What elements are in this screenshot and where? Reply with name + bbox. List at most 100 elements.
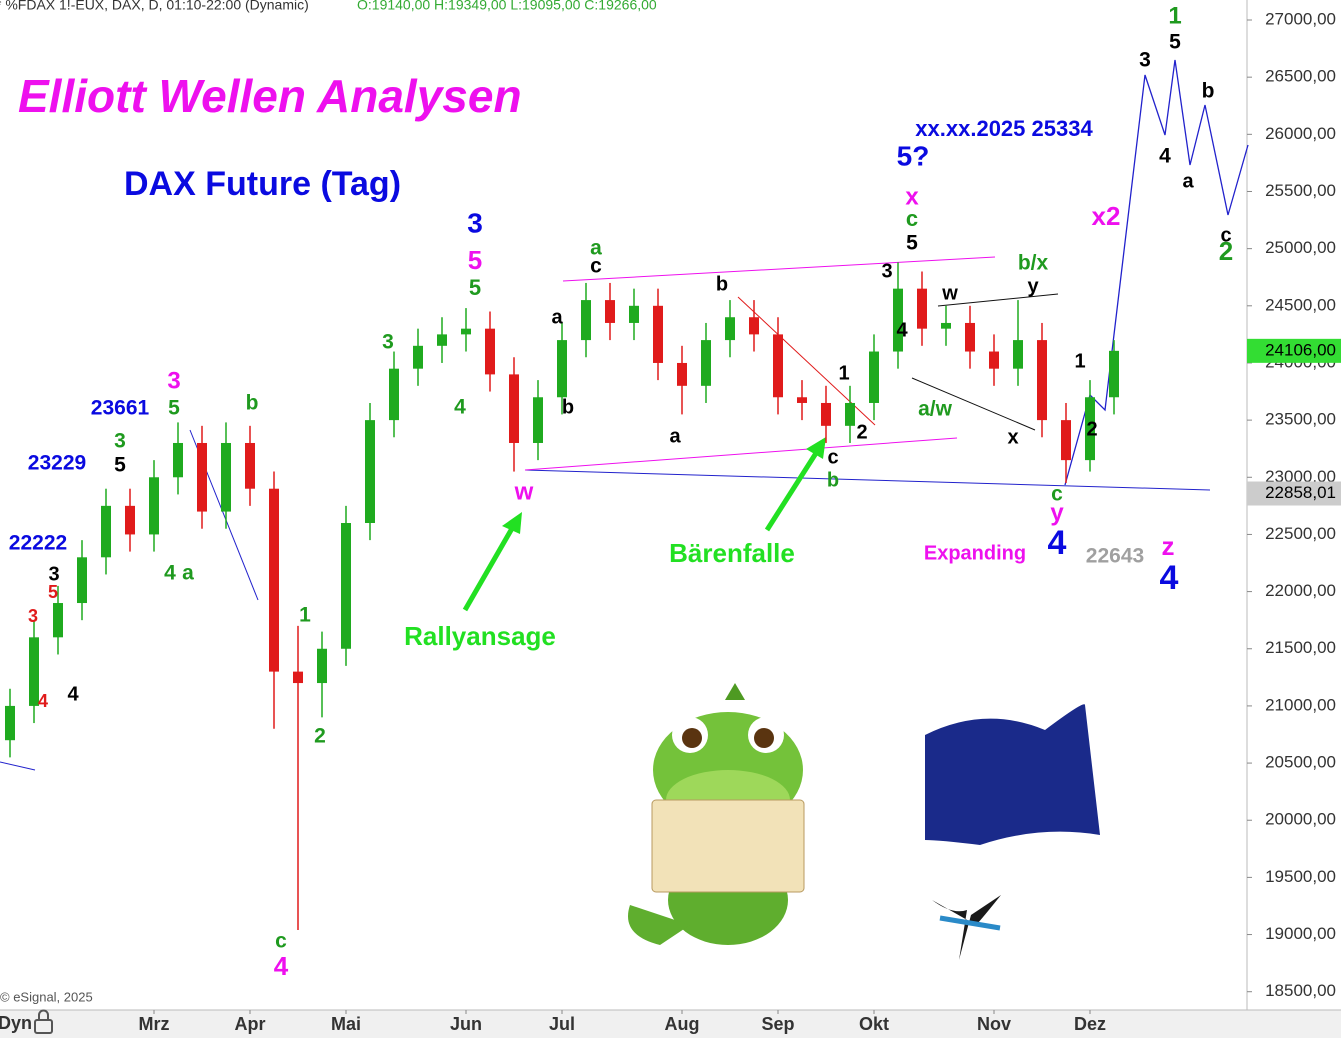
candle-body — [581, 300, 591, 341]
y-tick-label: 23500,00 — [1265, 410, 1336, 429]
wave-label: 2 — [856, 421, 867, 443]
wave-label: 5 — [1169, 31, 1181, 54]
price-tag — [1247, 481, 1341, 506]
candle-body — [29, 637, 39, 706]
wave-label: 2 — [314, 725, 326, 748]
sign — [651, 799, 805, 893]
wave-label: w — [941, 282, 958, 304]
trend-line — [0, 761, 36, 771]
arrow-head — [502, 512, 522, 534]
wave-label: 4 — [896, 319, 908, 341]
candle-body — [53, 603, 63, 638]
lock-icon — [34, 1009, 53, 1034]
candle-body — [341, 523, 351, 649]
wave-label: 3 — [167, 367, 180, 394]
candle-body — [365, 420, 375, 524]
header-ohlc: O:19140,00 H:19349,00 L:19095,00 C:19266… — [357, 0, 657, 13]
x-tick-label: Sep — [761, 1014, 794, 1034]
wave-label: z — [1162, 531, 1175, 561]
candle-body — [173, 442, 183, 478]
wave-label: y — [1050, 499, 1064, 526]
support-line — [524, 469, 1211, 491]
trend-line — [911, 377, 1036, 431]
candle-body — [461, 328, 471, 335]
candle-body — [1061, 420, 1071, 461]
y-tick-label: 27000,00 — [1265, 9, 1336, 28]
wave-label: c — [590, 255, 602, 278]
price-tag-label: 22858,01 — [1265, 483, 1336, 502]
wave-label: 5 — [48, 582, 58, 602]
y-tick-label: 20500,00 — [1265, 753, 1336, 772]
candle-body — [797, 397, 807, 403]
wave-label: a/w — [918, 398, 953, 421]
y-tick-label: 21500,00 — [1265, 638, 1336, 657]
wave-label: 3 — [1139, 49, 1151, 72]
wave-label: c — [906, 206, 918, 231]
wave-label: 5 — [168, 397, 180, 420]
wave-label: a — [669, 425, 681, 447]
y-tick-label: 24500,00 — [1265, 295, 1336, 314]
wave-label: 5 — [114, 454, 126, 477]
wave-label: 3 — [382, 331, 394, 354]
x-tick-label: Nov — [977, 1014, 1011, 1034]
candle-body — [941, 322, 951, 329]
wave-label: 3 — [114, 430, 126, 453]
price-tag — [1247, 338, 1341, 363]
candle-body — [821, 402, 831, 426]
candle-body — [749, 317, 759, 335]
candle-body — [77, 557, 87, 604]
wave-label: 4 — [1159, 145, 1171, 168]
wave-label: c — [275, 930, 287, 953]
wave-label: 4 — [454, 396, 466, 419]
candle-body — [317, 648, 327, 684]
wave-label: 5? — [897, 140, 930, 171]
wave-label: x — [1007, 426, 1018, 448]
wave-label: b — [716, 273, 728, 295]
chart-subtitle: DAX Future (Tag) — [124, 165, 401, 203]
wave-label: w — [514, 478, 534, 505]
y-tick-label: 22500,00 — [1265, 524, 1336, 543]
candle-body — [1037, 340, 1047, 421]
arrow-head — [806, 437, 826, 459]
trend-line — [937, 293, 1059, 307]
wave-label: b — [827, 469, 839, 491]
candle-body — [389, 368, 399, 421]
candles — [5, 262, 1119, 930]
arrow — [462, 523, 517, 612]
y-tick-label: 22000,00 — [1265, 581, 1336, 600]
wave-label: Rallyansage — [404, 621, 556, 651]
price-tag-label: 24106,00 — [1265, 340, 1336, 359]
wave-label: Bärenfalle — [669, 538, 795, 568]
candle-body — [701, 340, 711, 386]
wave-label: 22222 — [9, 532, 67, 555]
wave-label: 4 — [1160, 559, 1179, 597]
candle-body — [965, 322, 975, 352]
wave-label: 23229 — [28, 452, 86, 475]
wave-label: b — [562, 396, 574, 418]
wave-label: 1 — [1168, 2, 1181, 29]
wave-label: x2 — [1092, 201, 1121, 231]
y-tick-label: 23000,00 — [1265, 467, 1336, 486]
candle-body — [917, 288, 927, 329]
projection-line — [1064, 59, 1249, 486]
y-tick-label: 18500,00 — [1265, 981, 1336, 1000]
candle-body — [893, 288, 903, 352]
wave-label: b — [246, 392, 259, 415]
candle-body — [869, 351, 879, 403]
x-tick-label: Mai — [331, 1014, 361, 1034]
corner-label: Dyn — [0, 1013, 32, 1033]
wave-label: 3 — [881, 260, 892, 282]
wave-label: 4 — [274, 951, 289, 981]
wave-label: 3 — [48, 563, 59, 585]
wave-label: c — [1220, 224, 1231, 246]
x-axis-panel — [0, 1010, 1341, 1038]
y-tick-label: 19500,00 — [1265, 867, 1336, 886]
x-tick-label: Jul — [549, 1014, 575, 1034]
channel-line — [524, 437, 958, 471]
wave-label: a — [551, 306, 563, 328]
wave-label: 3 — [467, 207, 483, 238]
y-tick-label: 26000,00 — [1265, 124, 1336, 143]
tiedje-logo — [932, 895, 1001, 960]
wave-label: 4 — [1048, 524, 1067, 562]
